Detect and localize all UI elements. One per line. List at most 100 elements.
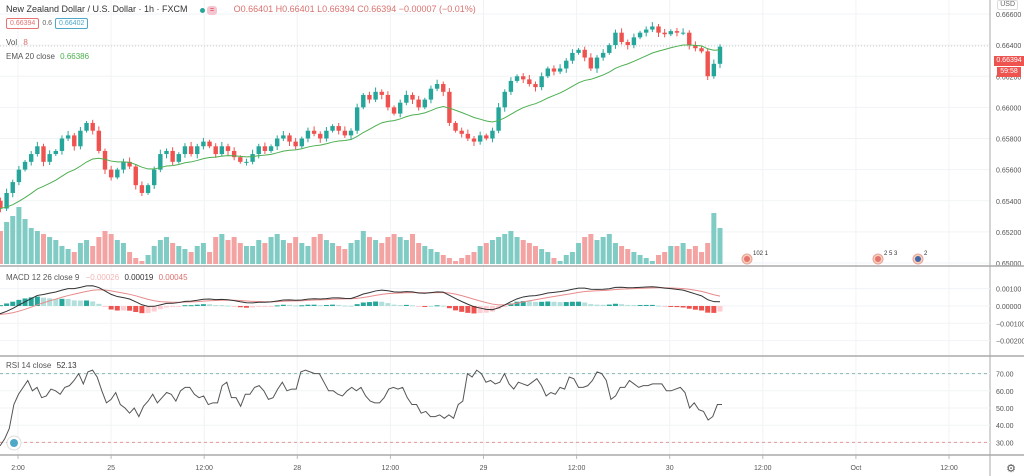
macd-axis-label: 0.00000 xyxy=(996,304,1021,311)
volume-bar xyxy=(465,255,471,264)
volume-bar xyxy=(385,237,391,264)
price-axis-label: 0.65200 xyxy=(996,230,1021,237)
candle-body xyxy=(607,45,612,53)
macd-histogram-bar xyxy=(662,305,668,307)
volume-bar xyxy=(625,249,631,264)
macd-histogram-bar xyxy=(287,304,292,306)
macd-histogram-bar xyxy=(446,305,452,309)
ema-label: EMA 20 close xyxy=(6,52,55,61)
candle-body xyxy=(668,31,673,35)
x-tick-label: Oct xyxy=(850,465,861,472)
volume-bar xyxy=(508,231,514,264)
volume-bar xyxy=(434,252,440,264)
macd-histogram-bar xyxy=(151,305,157,312)
candle-body xyxy=(219,146,225,155)
candle-body xyxy=(613,32,618,46)
macd-histogram-bar xyxy=(508,303,514,306)
volume-bar xyxy=(47,237,53,264)
macd-histogram-bar xyxy=(71,300,77,306)
candle-body xyxy=(422,99,427,108)
macd-histogram-bar xyxy=(502,305,508,307)
ema-legend[interactable]: EMA 20 close 0.66386 xyxy=(6,52,89,61)
macd-histogram-bar xyxy=(477,305,483,314)
macd-histogram-bar xyxy=(41,297,46,306)
macd-axis-label: −0.00100 xyxy=(996,321,1024,328)
x-tick-label: 29 xyxy=(480,465,488,472)
volume-bar xyxy=(34,231,40,264)
macd-histogram-bar xyxy=(59,298,65,306)
data-status-icon[interactable]: = xyxy=(207,5,218,15)
candle-body xyxy=(158,154,163,170)
volume-bar xyxy=(139,261,145,264)
macd-histogram-bar xyxy=(526,301,532,306)
candle-body xyxy=(373,91,378,100)
candle-body xyxy=(600,52,606,58)
volume-bar xyxy=(84,240,90,264)
volume-bar xyxy=(280,240,286,264)
macd-histogram-bar xyxy=(686,305,692,309)
macd-histogram-bar xyxy=(465,305,471,313)
candle-body xyxy=(674,31,680,33)
settings-gear-icon[interactable]: ⚙ xyxy=(1006,463,1016,475)
macd-line xyxy=(0,285,721,315)
candle-body xyxy=(207,141,212,147)
volume-bar xyxy=(243,246,249,264)
volume-bar xyxy=(391,234,397,264)
candle-body xyxy=(348,130,354,136)
candle-body xyxy=(225,146,231,151)
rsi-axis-label: 60.00 xyxy=(996,389,1014,396)
currency-label[interactable]: USD xyxy=(997,0,1018,10)
macd-histogram-bar xyxy=(336,304,342,306)
candle-body xyxy=(287,135,292,142)
volume-bar xyxy=(188,252,194,264)
volume-bar xyxy=(539,249,545,264)
volume-bar xyxy=(16,207,22,264)
candle-body xyxy=(4,192,9,209)
volume-bar xyxy=(440,255,446,264)
volume-bar xyxy=(274,234,280,264)
volume-bar xyxy=(582,237,588,264)
candle-body xyxy=(588,57,594,69)
macd-histogram-bar xyxy=(354,304,360,306)
candle-body xyxy=(447,91,452,123)
candle-body xyxy=(176,154,181,162)
candle-body xyxy=(311,130,317,134)
macd-histogram-bar xyxy=(65,299,71,306)
volume-bar xyxy=(619,246,625,264)
candle-body xyxy=(330,126,335,131)
candle-body xyxy=(650,26,655,30)
macd-histogram-bar xyxy=(10,301,16,306)
candle-body xyxy=(490,130,495,139)
candle-body xyxy=(527,79,532,85)
candle-body xyxy=(65,135,71,139)
macd-histogram-bar xyxy=(139,305,145,314)
candle-body xyxy=(570,52,575,61)
candle-body xyxy=(441,84,446,92)
last-price-tag: 0.66394 xyxy=(994,56,1024,66)
macd-legend[interactable]: MACD 12 26 close 9 −0.00026 0.00019 0.00… xyxy=(6,273,188,282)
candle-body xyxy=(318,133,323,139)
macd-histogram-bar xyxy=(588,304,594,306)
sell-button[interactable]: 0.66394 xyxy=(6,18,40,29)
macd-histogram-bar xyxy=(157,305,163,310)
volume-legend[interactable]: Vol 8 xyxy=(6,38,28,47)
rsi-legend[interactable]: RSI 14 close 52.13 xyxy=(6,361,77,370)
volume-bar xyxy=(219,234,225,264)
volume-bar xyxy=(379,243,385,264)
candle-body xyxy=(47,154,52,162)
macd-histogram-bar xyxy=(434,305,440,307)
macd-histogram-bar xyxy=(403,304,409,306)
candle-body xyxy=(213,146,218,155)
ema-line xyxy=(0,44,721,210)
buy-button[interactable]: 0.66402 xyxy=(55,18,89,29)
volume-bar xyxy=(96,237,102,264)
volume-bar xyxy=(410,234,415,264)
macd-histogram-bar xyxy=(643,304,649,306)
macd-histogram-bar xyxy=(256,305,262,307)
volume-bar xyxy=(569,252,575,264)
header-legend: New Zealand Dollar / U.S. Dollar · 1h · … xyxy=(6,4,476,15)
market-open-dot-icon xyxy=(200,7,206,13)
volume-bar xyxy=(631,252,637,264)
macd-histogram-bar xyxy=(692,305,698,310)
